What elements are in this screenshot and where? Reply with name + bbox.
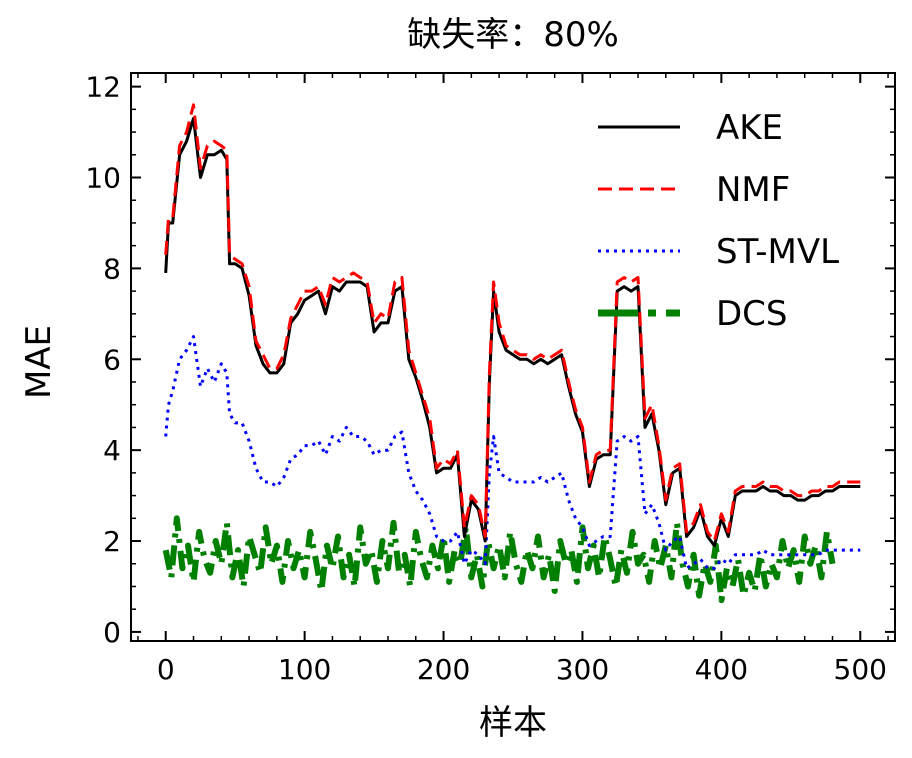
x-axis-title: 样本 — [479, 703, 547, 743]
legend-label-dcs: DCS — [716, 294, 788, 334]
y-tick-label: 10 — [85, 162, 121, 195]
x-tick-label: 500 — [834, 653, 887, 686]
x-tick-label: 300 — [556, 653, 609, 686]
y-tick-label: 4 — [103, 434, 121, 467]
y-tick-label: 12 — [85, 71, 121, 104]
x-tick-label: 0 — [157, 653, 175, 686]
series-line-st-mvl — [164, 335, 861, 570]
legend-label-st-mvl: ST-MVL — [716, 232, 839, 272]
x-tick-label: 200 — [417, 653, 470, 686]
legend-label-ake: AKE — [716, 108, 783, 148]
legend: AKE NMF ST-MVL DCS — [598, 108, 839, 334]
plot-frame — [130, 72, 896, 642]
series-layer — [162, 103, 861, 604]
series-line-nmf — [164, 103, 861, 543]
x-tick-label: 100 — [278, 653, 331, 686]
y-tick-label: 0 — [103, 616, 121, 649]
y-tick-label: 8 — [103, 252, 121, 285]
series-line-ake — [164, 116, 861, 548]
y-tick-label: 6 — [103, 343, 121, 376]
chart-title: 缺失率：80% — [407, 15, 619, 55]
series-line-dcs — [162, 515, 836, 604]
y-axis-title: MAE — [19, 325, 59, 399]
y-tick-label: 2 — [103, 525, 121, 558]
tick-layer: 0 100 200 300 400 500 0 2 4 6 8 10 12 — [85, 71, 895, 686]
legend-label-nmf: NMF — [716, 170, 790, 210]
x-tick-label: 400 — [695, 653, 748, 686]
plot-area: 0 100 200 300 400 500 0 2 4 6 8 10 12 — [85, 71, 896, 686]
